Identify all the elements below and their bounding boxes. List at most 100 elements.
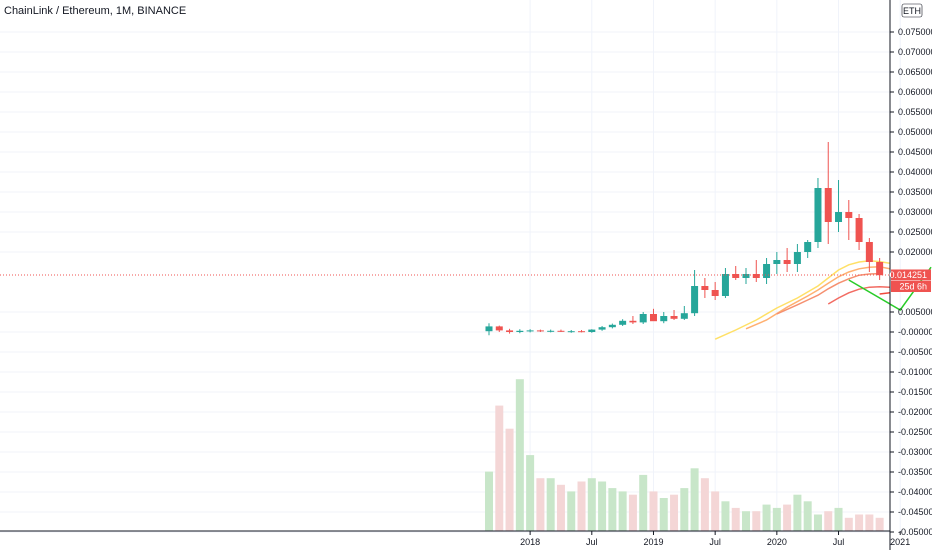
candle-body	[619, 320, 627, 325]
currency-label: ETH	[903, 6, 921, 16]
candle-body	[814, 188, 822, 242]
candle	[701, 278, 709, 298]
volume-bar	[742, 511, 750, 531]
candle-body	[588, 329, 596, 332]
volume-bar	[875, 517, 884, 531]
volume-bar	[813, 514, 822, 531]
y-tick-label: 0.060000	[898, 87, 932, 97]
y-tick-label: -0.015000	[898, 387, 932, 397]
candle	[629, 316, 637, 324]
candle	[516, 329, 524, 334]
x-tick-label: Jul	[833, 537, 845, 547]
y-tick-label: 0.040000	[898, 167, 932, 177]
volume-bar	[855, 514, 864, 531]
candle-body	[536, 330, 544, 332]
last-price-label: 0.014251	[889, 270, 927, 280]
candle	[845, 200, 853, 240]
candle	[608, 323, 616, 329]
currency-badge[interactable]: ETH	[901, 3, 923, 18]
volume-bar	[505, 428, 514, 531]
candle-body	[629, 320, 637, 323]
volume-bar	[772, 507, 781, 531]
candle	[865, 238, 873, 272]
y-tick-label: 0.065000	[898, 67, 932, 77]
candle-body	[670, 316, 678, 319]
candle	[732, 266, 740, 280]
candle	[485, 323, 493, 336]
volume-bar	[824, 511, 833, 531]
candle	[824, 142, 832, 244]
candle-body	[752, 274, 760, 278]
volume-bar	[721, 501, 730, 531]
candle-body	[578, 331, 586, 333]
moving-averages	[714, 260, 891, 340]
volume-bar	[567, 491, 576, 531]
candle-body	[649, 314, 657, 322]
y-tick-label: 0.070000	[898, 47, 932, 57]
candle-body	[608, 324, 616, 328]
x-axis-ticks: 2018Jul2019Jul2020Jul2021Jul	[520, 531, 910, 547]
candle	[742, 268, 750, 284]
candle	[506, 328, 514, 334]
candle-body	[721, 274, 729, 296]
moving-average-line	[879, 292, 891, 295]
y-axis-ticks: 0.075000 0.070000 0.065000 0.060000 0.055000…	[890, 27, 932, 537]
candle	[495, 325, 503, 332]
candle-body	[680, 313, 688, 319]
candle	[721, 268, 729, 298]
volume-bar	[546, 478, 555, 531]
candle-body	[691, 286, 699, 314]
y-tick-label: -0.030000	[898, 447, 932, 457]
last-price-badge: 0.014251 25d 6h	[889, 269, 931, 292]
y-tick-label: 0.035000	[898, 187, 932, 197]
candle	[793, 244, 801, 272]
candle	[598, 326, 606, 331]
y-tick-label: 0.030000	[898, 207, 932, 217]
candle	[639, 312, 647, 324]
candle	[547, 329, 555, 333]
candle	[526, 329, 534, 333]
x-tick-label: Jul	[586, 537, 598, 547]
candle	[711, 282, 719, 300]
y-tick-label: -0.000000	[898, 327, 932, 337]
candle-body	[506, 330, 514, 332]
y-tick-label: -0.050000	[898, 527, 932, 537]
volume-bar	[834, 507, 843, 531]
candle	[773, 252, 781, 274]
candle	[536, 329, 544, 332]
x-tick-label: 2018	[520, 537, 540, 547]
candle-body	[701, 286, 709, 290]
candle-body	[742, 274, 750, 278]
candle-body	[835, 212, 843, 222]
y-tick-label: -0.035000	[898, 467, 932, 477]
candle	[855, 214, 863, 250]
candle-body	[485, 326, 493, 332]
volume-bar	[556, 484, 565, 531]
y-tick-label: 0.005000	[898, 307, 932, 317]
volume-bar	[711, 491, 720, 531]
candle-body	[495, 326, 503, 331]
candle-body	[793, 252, 801, 264]
moving-average-line	[714, 260, 891, 340]
y-tick-label: 0.025000	[898, 227, 932, 237]
volume-bar	[587, 478, 596, 531]
volume-bar	[803, 501, 812, 531]
volume-bar	[680, 488, 689, 531]
candle	[680, 306, 688, 320]
candle-body	[763, 264, 771, 278]
volume-bar	[670, 494, 679, 531]
volume-bars	[485, 379, 884, 531]
candle-body	[598, 327, 606, 330]
volume-bar	[659, 498, 668, 531]
candle-body	[855, 218, 863, 242]
candle-body	[516, 330, 524, 332]
candles	[485, 142, 884, 336]
candle	[670, 310, 678, 320]
chart-title: ChainLink / Ethereum, 1M, BINANCE	[4, 5, 186, 17]
volume-bar	[649, 491, 658, 531]
volume-bar	[639, 474, 648, 531]
candle	[588, 329, 596, 333]
candle-body	[876, 262, 884, 276]
volume-bar	[700, 478, 709, 531]
